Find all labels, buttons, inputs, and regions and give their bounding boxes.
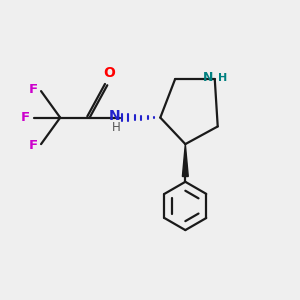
Text: F: F (21, 111, 30, 124)
Polygon shape (182, 144, 188, 176)
Text: H: H (218, 73, 228, 83)
Text: N: N (203, 71, 213, 84)
Text: F: F (28, 140, 38, 152)
Text: O: O (103, 66, 115, 80)
Text: H: H (112, 121, 121, 134)
Text: N: N (109, 109, 121, 123)
Text: F: F (28, 83, 38, 96)
